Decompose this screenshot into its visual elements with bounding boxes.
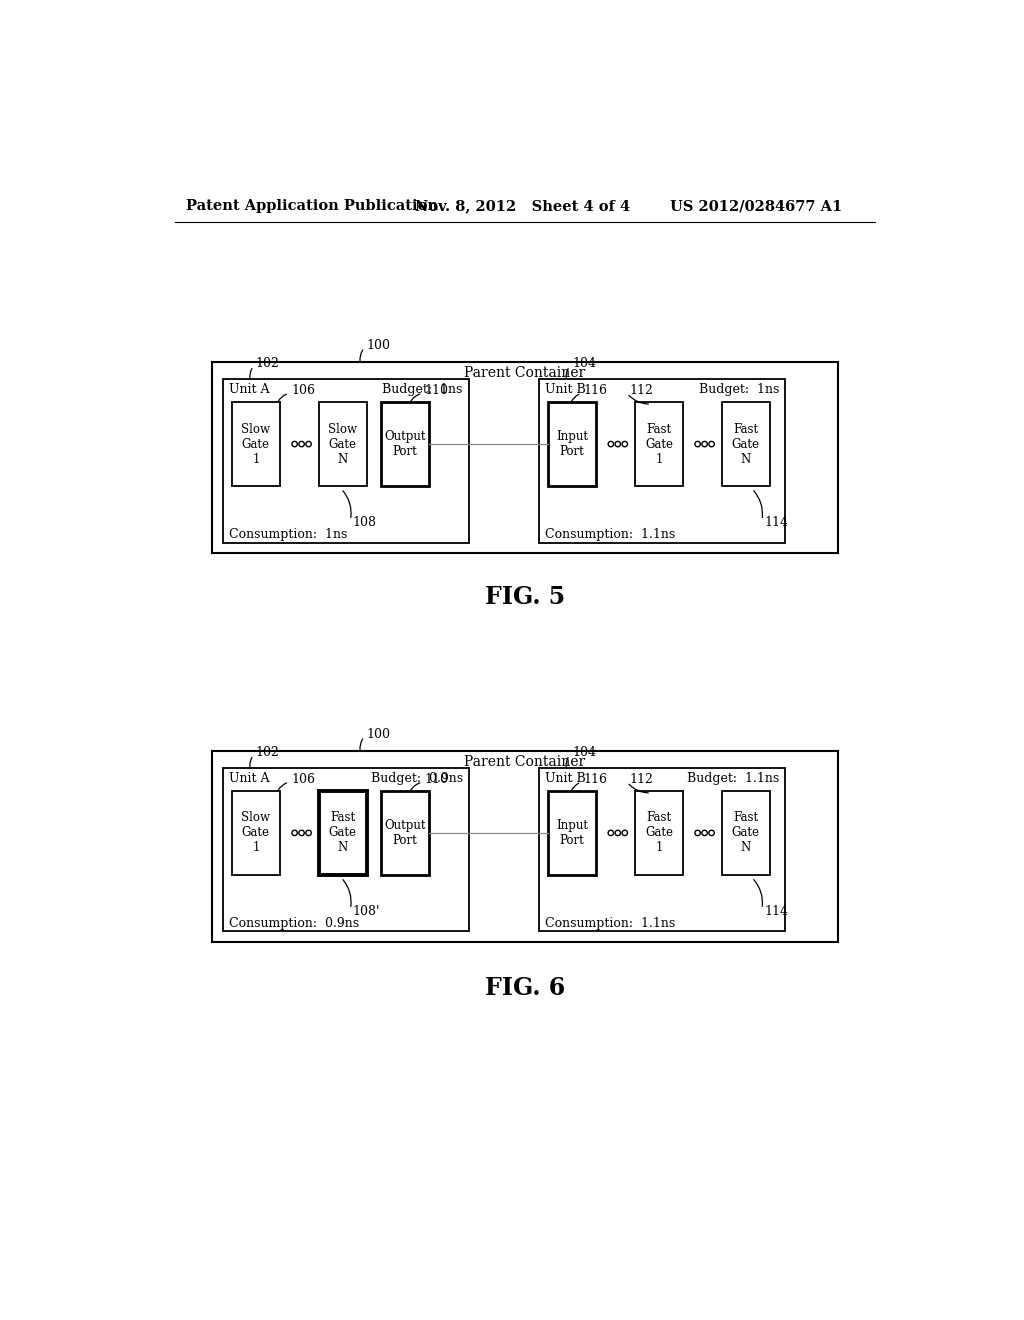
Text: Unit A: Unit A — [228, 772, 269, 785]
Bar — [212, 363, 838, 553]
Text: 112: 112 — [630, 772, 653, 785]
Text: Slow
Gate
1: Slow Gate 1 — [242, 812, 270, 854]
Text: 112: 112 — [630, 384, 653, 397]
Text: Consumption:  1.1ns: Consumption: 1.1ns — [545, 917, 675, 931]
Bar — [212, 751, 838, 942]
Text: Output
Port: Output Port — [384, 818, 425, 847]
Bar — [318, 403, 367, 486]
Text: 114: 114 — [764, 906, 788, 917]
Text: Budget:  1ns: Budget: 1ns — [382, 383, 463, 396]
Text: 106: 106 — [292, 384, 315, 397]
Text: Unit B: Unit B — [545, 383, 586, 396]
Text: FIG. 6: FIG. 6 — [484, 977, 565, 1001]
Text: 110: 110 — [424, 384, 449, 397]
Bar — [548, 403, 596, 486]
Text: Budget:  1ns: Budget: 1ns — [698, 383, 779, 396]
Text: 116: 116 — [584, 384, 607, 397]
Text: US 2012/0284677 A1: US 2012/0284677 A1 — [671, 199, 843, 213]
Bar — [231, 792, 280, 875]
Bar — [722, 792, 770, 875]
Bar — [381, 403, 429, 486]
Text: 108': 108' — [352, 906, 380, 917]
Bar — [231, 403, 280, 486]
Text: 106: 106 — [292, 772, 315, 785]
Text: Patent Application Publication: Patent Application Publication — [186, 199, 438, 213]
Text: 110: 110 — [424, 772, 449, 785]
Text: 100: 100 — [367, 727, 391, 741]
Text: Fast
Gate
N: Fast Gate N — [732, 812, 760, 854]
Text: Unit B: Unit B — [545, 772, 586, 785]
Text: Consumption:  0.9ns: Consumption: 0.9ns — [228, 917, 358, 931]
Bar — [635, 403, 683, 486]
Text: 102: 102 — [256, 358, 280, 371]
Text: Consumption:  1ns: Consumption: 1ns — [228, 528, 347, 541]
Text: 108: 108 — [352, 516, 377, 529]
Text: Parent Container: Parent Container — [464, 755, 586, 770]
Text: 104: 104 — [572, 358, 596, 371]
Bar — [548, 792, 596, 875]
Bar — [318, 792, 367, 875]
Bar — [539, 768, 785, 932]
Text: Slow
Gate
1: Slow Gate 1 — [242, 422, 270, 466]
Text: Input
Port: Input Port — [556, 430, 588, 458]
Text: 100: 100 — [367, 339, 391, 352]
Text: Fast
Gate
1: Fast Gate 1 — [645, 812, 673, 854]
Text: 114: 114 — [764, 516, 788, 529]
Text: Fast
Gate
N: Fast Gate N — [732, 422, 760, 466]
Text: 104: 104 — [572, 746, 596, 759]
Text: Budget:  0.9ns: Budget: 0.9ns — [371, 772, 463, 785]
Text: Nov. 8, 2012   Sheet 4 of 4: Nov. 8, 2012 Sheet 4 of 4 — [415, 199, 630, 213]
Text: Output
Port: Output Port — [384, 430, 425, 458]
Bar — [222, 768, 469, 932]
Text: Fast
Gate
1: Fast Gate 1 — [645, 422, 673, 466]
Text: Consumption:  1.1ns: Consumption: 1.1ns — [545, 528, 675, 541]
Text: Budget:  1.1ns: Budget: 1.1ns — [687, 772, 779, 785]
Text: FIG. 5: FIG. 5 — [484, 585, 565, 610]
Text: Unit A: Unit A — [228, 383, 269, 396]
Text: Parent Container: Parent Container — [464, 366, 586, 380]
Text: Input
Port: Input Port — [556, 818, 588, 847]
Text: Slow
Gate
N: Slow Gate N — [328, 422, 357, 466]
Bar — [539, 379, 785, 543]
Bar — [381, 792, 429, 875]
Text: 102: 102 — [256, 746, 280, 759]
Text: Fast
Gate
N: Fast Gate N — [329, 812, 356, 854]
Bar — [222, 379, 469, 543]
Text: 116: 116 — [584, 772, 607, 785]
Bar — [635, 792, 683, 875]
Bar — [722, 403, 770, 486]
